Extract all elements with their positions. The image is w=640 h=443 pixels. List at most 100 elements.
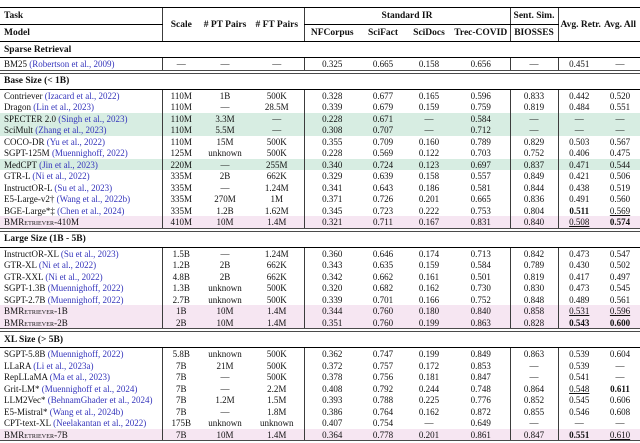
value-cell: 335M	[161, 193, 200, 205]
citation-link[interactable]: (Wang et al., 2022b)	[54, 194, 131, 204]
citation-link[interactable]: (Lin et al., 2023)	[31, 102, 94, 112]
value-cell: —	[615, 360, 625, 371]
value-cell: 0.442	[557, 89, 601, 101]
value-cell: 125M	[161, 147, 200, 159]
citation-link[interactable]: (Ma et al., 2023)	[47, 372, 110, 382]
section-title: Base Size (< 1B)	[0, 69, 640, 90]
citation-link[interactable]: (Ni et al., 2022)	[30, 171, 90, 181]
model-cell: GTR-XXL (Ni et al., 2022)	[0, 271, 162, 283]
value-cell: 7B	[161, 428, 200, 443]
value-cell: 0.596	[470, 90, 491, 101]
value-cell: 0.228	[303, 147, 360, 159]
value-cell: 0.611	[610, 383, 630, 394]
model-name: E5-Mistral*	[4, 406, 48, 417]
value-cell: 0.506	[609, 171, 631, 181]
value-cell: 4.8B	[161, 270, 200, 282]
model-row: SGPT-2.7B (Muennighoff, 2022) 2.7B unknown…	[0, 293, 640, 305]
value-cell: 0.364	[303, 428, 360, 443]
value-cell: 0.726	[372, 194, 394, 204]
citation-link[interactable]: (Muennighoff, 2022)	[45, 283, 124, 293]
citation-link[interactable]: (Neelakantan et al., 2022)	[50, 418, 147, 428]
value-cell: —	[557, 124, 601, 136]
value-cell: 0.165	[418, 90, 440, 101]
value-cell: 0.406	[557, 147, 601, 159]
value-cell: 0.355	[303, 135, 360, 147]
citation-link[interactable]: (BehnamGhader et al., 2024)	[45, 395, 153, 405]
value-cell: 7B	[161, 382, 200, 394]
citation-link[interactable]: (Singh et al., 2023)	[56, 113, 128, 124]
model-cell: RepLLaMA (Ma et al., 2023)	[0, 371, 162, 383]
value-cell: 0.665	[470, 194, 491, 204]
value-cell: 0.451	[557, 57, 601, 72]
value-cell: 0.682	[372, 283, 394, 293]
citation-link[interactable]: (Robertson et al., 2009)	[27, 59, 115, 69]
value-cell: 0.186	[418, 182, 440, 193]
model-name: SGPT-2.7B	[4, 294, 46, 305]
value-cell: unknown	[208, 148, 242, 158]
value-cell: 0.840	[452, 305, 511, 317]
value-cell: 0.393	[303, 394, 360, 406]
value-cell: 0.756	[372, 372, 394, 382]
citation-link[interactable]: (Wang et al., 2024b)	[47, 406, 124, 417]
value-cell: 335M	[161, 170, 200, 182]
value-cell: 0.833	[509, 89, 559, 101]
citation-link[interactable]: (Izacard et al., 2022)	[42, 90, 120, 101]
value-cell: —	[557, 112, 601, 124]
model-row: BM25 (Robertson et al., 2009) — — —0.325 0.6…	[0, 57, 640, 72]
citation-link[interactable]: (Ni et al., 2022)	[36, 260, 97, 270]
citation-link[interactable]: (Zhang et al., 2023)	[33, 125, 107, 135]
value-cell: 0.606	[609, 395, 631, 405]
model-row: BMRetriever-2B 2B 10M 1.4M 0.351 0.760 0.199 0.…	[0, 316, 640, 330]
citation-link[interactable]: (Li et al., 2023a)	[31, 360, 94, 371]
citation-link[interactable]: (Jin et al., 2023)	[36, 159, 98, 170]
citation-link[interactable]: (Muennighoff et al., 2024)	[39, 383, 138, 394]
value-cell: 500K	[266, 283, 287, 293]
value-cell: 0.417	[557, 270, 601, 282]
model-row: BMRetriever-1B 1B 10M 1.4M 0.344 0.760 0.180 0.…	[0, 305, 640, 317]
citation-link[interactable]: (Muennighoff, 2022)	[49, 148, 128, 158]
header-row-1: Task Scale # PT Pairs # FT Pairs Standar…	[0, 7, 640, 42]
value-cell: 0.321	[303, 216, 360, 230]
value-cell: 0.709	[372, 136, 394, 147]
value-cell: 110M	[161, 124, 200, 136]
value-cell: 0.712	[452, 124, 511, 136]
model-cell: InstructOR-L (Su et al., 2023)	[0, 182, 162, 194]
model-cell: MedCPT (Jin et al., 2023)	[0, 158, 162, 170]
value-cell: 0.752	[470, 294, 491, 305]
col-scidocs: SciDocs	[406, 24, 452, 42]
value-cell: 0.342	[303, 270, 360, 282]
value-cell: 0.757	[372, 360, 394, 371]
value-cell: —	[220, 59, 230, 69]
value-cell: —	[509, 57, 559, 72]
citation-link[interactable]: (Muennighoff, 2022)	[45, 294, 124, 305]
value-cell: —	[615, 418, 625, 428]
value-cell: 255M	[250, 158, 304, 170]
model-row: SGPT-125M (Muennighoff, 2022) 125M unknown…	[0, 147, 640, 159]
model-cell: GTR-XL (Ni et al., 2022)	[0, 259, 162, 271]
value-cell: 0.842	[509, 247, 559, 259]
model-row: InstructOR-XL (Su et al., 2023) 1.5B —1.24…	[0, 247, 640, 259]
citation-link[interactable]: (Su et al., 2023)	[58, 248, 119, 259]
value-cell: 0.158	[418, 171, 440, 181]
value-cell: —	[250, 112, 304, 124]
model-name: SGPT-5.8B	[4, 349, 46, 359]
citation-link[interactable]: (Ni et al., 2022)	[43, 271, 103, 282]
value-cell: 0.159	[418, 102, 440, 112]
value-cell: 0.180	[406, 305, 452, 317]
citation-link[interactable]: (Chen et al., 2024)	[54, 205, 125, 216]
value-cell: 0.844	[509, 181, 559, 193]
citation-link[interactable]: (Muennighoff, 2022)	[45, 349, 124, 359]
value-cell: 10M	[200, 316, 250, 330]
value-cell: unknown	[208, 418, 242, 428]
value-cell: 0.181	[418, 372, 440, 382]
value-cell: 0.610	[600, 428, 640, 443]
value-cell: 0.162	[418, 406, 440, 417]
citation-link[interactable]: (Su et al., 2023)	[52, 182, 113, 193]
model-cell: BMRetriever-7B	[0, 428, 162, 443]
value-cell: 0.581	[470, 182, 491, 193]
citation-link[interactable]: (Yu et al., 2022)	[44, 136, 106, 147]
value-cell: 0.863	[509, 347, 559, 360]
value-cell: 0.161	[418, 271, 440, 282]
value-cell: —	[557, 417, 601, 429]
value-cell: —	[220, 406, 230, 417]
